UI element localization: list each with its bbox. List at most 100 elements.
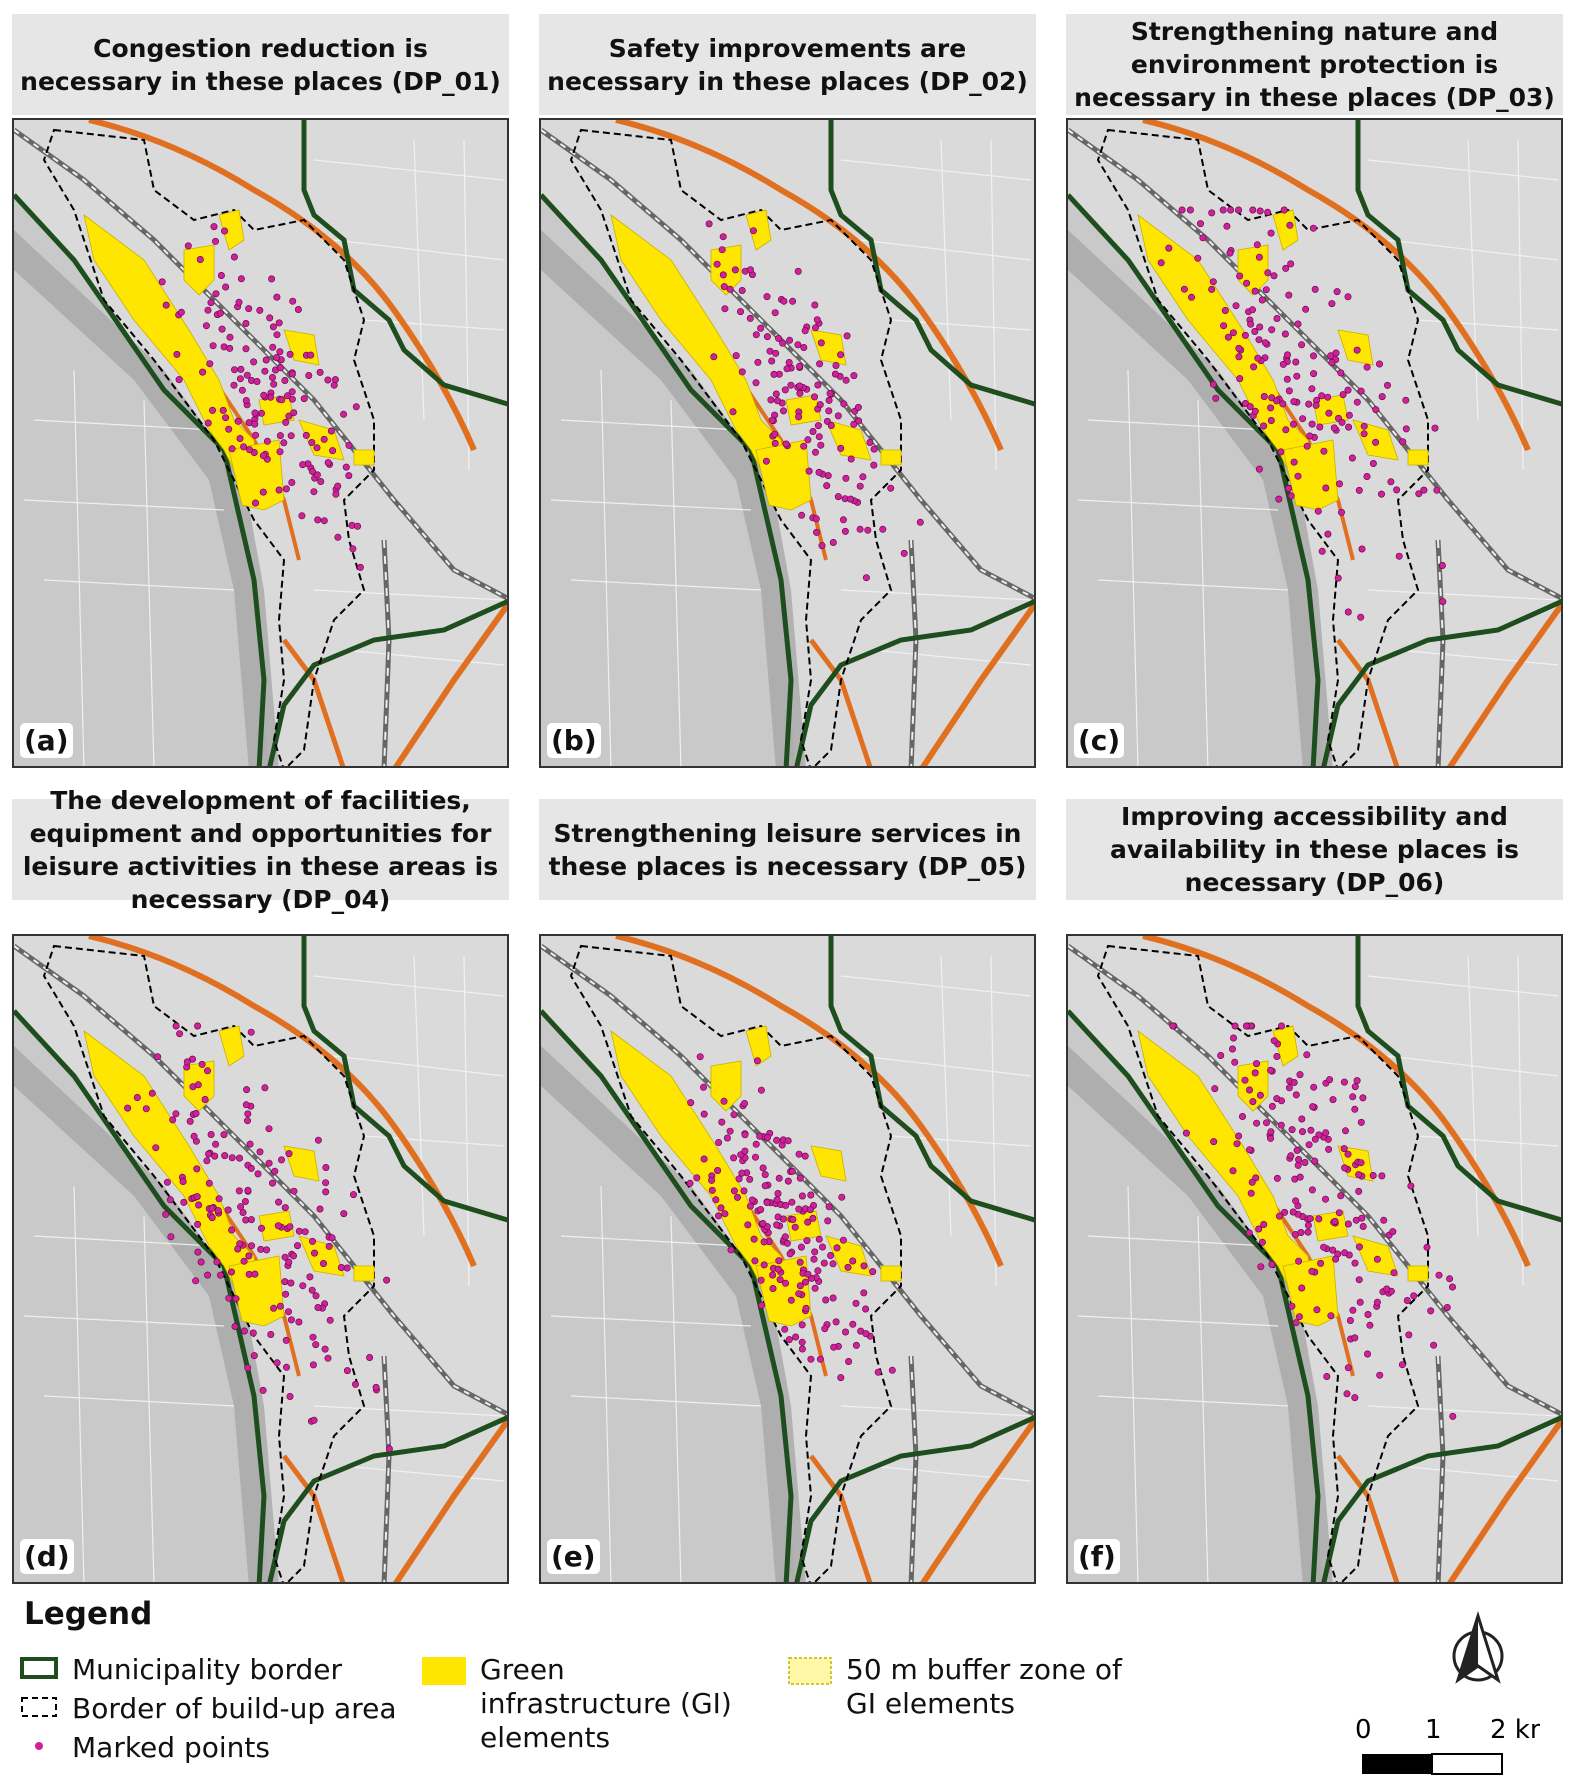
- marked-point: [738, 287, 746, 295]
- marked-point: [1279, 360, 1287, 368]
- marked-point: [870, 445, 878, 453]
- marked-point: [215, 1195, 223, 1203]
- marked-point: [314, 1303, 322, 1311]
- marked-point: [176, 1030, 184, 1038]
- marked-point: [811, 324, 819, 332]
- marked-point: [1332, 1255, 1340, 1263]
- marked-point: [1310, 370, 1318, 378]
- marked-point: [820, 1259, 828, 1267]
- marked-point: [770, 370, 778, 378]
- marked-point: [218, 325, 226, 333]
- marked-point: [1358, 545, 1366, 553]
- marked-point: [710, 353, 718, 361]
- marked-point: [299, 461, 307, 469]
- marked-point: [730, 1111, 738, 1119]
- marked-point: [212, 237, 220, 245]
- marked-point: [212, 290, 220, 298]
- marked-point: [268, 275, 276, 283]
- marked-point: [1340, 1145, 1348, 1153]
- marked-point: [720, 283, 728, 291]
- marked-point: [1263, 1119, 1271, 1127]
- marked-point: [175, 376, 183, 384]
- marked-point: [261, 367, 269, 375]
- marked-point: [236, 434, 244, 442]
- marked-point: [209, 342, 217, 350]
- marked-point: [1438, 561, 1446, 569]
- marked-point: [839, 1236, 847, 1244]
- marked-point: [205, 1150, 213, 1158]
- marked-point: [173, 350, 181, 358]
- marked-point: [757, 1276, 765, 1284]
- marked-point: [1194, 254, 1202, 262]
- marked-point: [1360, 430, 1368, 438]
- marked-point: [744, 1221, 752, 1229]
- marked-point: [1306, 1215, 1314, 1223]
- marked-point: [1286, 221, 1294, 229]
- marked-point: [798, 1192, 806, 1200]
- marked-point: [162, 1210, 170, 1218]
- marked-point: [213, 1258, 221, 1266]
- marked-point: [248, 1242, 256, 1250]
- marked-point: [829, 1294, 837, 1302]
- marked-point: [798, 1321, 806, 1329]
- marked-point: [290, 1187, 298, 1195]
- marked-point: [775, 1174, 783, 1182]
- marked-point: [759, 1219, 767, 1227]
- marked-point: [1433, 486, 1441, 494]
- marked-point: [257, 1245, 265, 1253]
- marked-point: [796, 389, 804, 397]
- marked-points-f: [1169, 1022, 1457, 1420]
- marked-point: [1310, 1083, 1318, 1091]
- marked-point: [864, 526, 872, 534]
- marked-point: [210, 223, 218, 231]
- marked-point: [328, 1234, 336, 1242]
- marked-point: [179, 1178, 187, 1186]
- marked-point: [1344, 1150, 1352, 1158]
- marked-point: [746, 1175, 754, 1183]
- marked-point: [812, 528, 820, 536]
- marked-point: [310, 488, 318, 496]
- marked-point: [1262, 286, 1270, 294]
- marked-point: [1264, 208, 1272, 216]
- marked-point: [1410, 1292, 1418, 1300]
- marked-point: [771, 439, 779, 447]
- marked-point: [1309, 1103, 1317, 1111]
- marked-point: [172, 1022, 180, 1030]
- marked-point: [231, 366, 239, 374]
- marked-point: [245, 305, 253, 313]
- marked-point: [1212, 394, 1220, 402]
- marked-point: [825, 407, 833, 415]
- marked-point: [251, 1270, 259, 1278]
- marked-point: [1322, 1195, 1330, 1203]
- marked-point: [1398, 1361, 1406, 1369]
- marked-point: [240, 443, 248, 451]
- marked-point: [810, 393, 818, 401]
- marked-point: [226, 333, 234, 341]
- panel-title: Strengthening leisure services in these …: [539, 799, 1036, 900]
- marked-point: [821, 1325, 829, 1333]
- marked-point: [342, 463, 350, 471]
- marked-point: [1344, 1220, 1352, 1228]
- marked-point: [811, 1248, 819, 1256]
- marked-point: [1327, 1312, 1335, 1320]
- marked-point: [738, 368, 746, 376]
- marked-point: [817, 339, 825, 347]
- marked-point: [1446, 1275, 1454, 1283]
- marked-point: [814, 422, 822, 430]
- marked-point: [1251, 1069, 1259, 1077]
- marked-point: [1281, 1208, 1289, 1216]
- marked-point: [242, 320, 250, 328]
- marked-point: [1322, 1129, 1330, 1137]
- marked-point: [343, 1367, 351, 1375]
- marked-point: [249, 1329, 257, 1337]
- marked-point: [719, 233, 727, 241]
- marked-point: [802, 1304, 810, 1312]
- marked-point: [237, 365, 245, 373]
- marked-point: [289, 1252, 297, 1260]
- marked-point: [216, 309, 224, 317]
- map-panel-b: Safety improvements are necessary in the…: [539, 14, 1036, 768]
- marked-point: [331, 376, 339, 384]
- marked-point: [251, 420, 259, 428]
- marked-point: [1305, 1141, 1313, 1149]
- marked-point: [235, 1187, 243, 1195]
